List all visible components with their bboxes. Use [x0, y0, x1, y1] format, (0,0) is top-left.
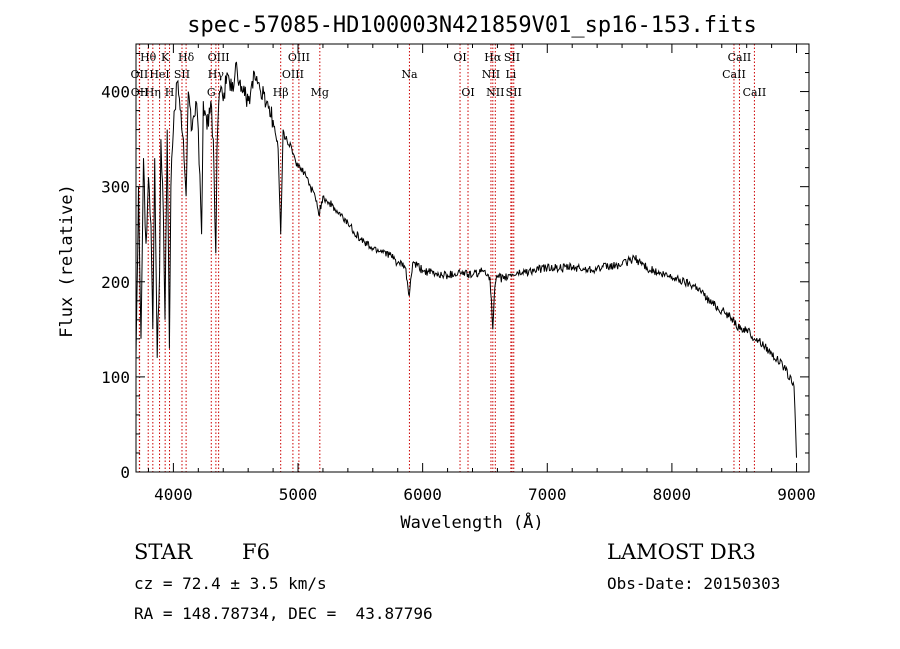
chart-title: spec-57085-HD100003N421859V01_sp16-153.f…: [187, 13, 757, 38]
line-label-25: CaII: [722, 68, 746, 81]
x-axis: 4000 5000 6000 7000 8000 9000: [147, 44, 816, 504]
plot-frame: [135, 43, 810, 473]
spectrum-series: [135, 61, 797, 458]
x-tick-label: 9000: [777, 485, 816, 504]
line-label-0: Hθ: [140, 51, 157, 64]
y-tick-label: 400: [101, 83, 130, 102]
y-tick-label: 100: [101, 368, 130, 387]
y-axis-label: Flux (relative): [57, 184, 77, 338]
x-tick-label: 6000: [403, 485, 442, 504]
line-label-10: Hγ: [208, 68, 225, 81]
line-label-20: Hα: [484, 51, 502, 64]
y-tick-label: 0: [120, 463, 130, 482]
y-axis: 0 100 200 300 400: [101, 53, 809, 482]
line-label-26: CaII: [728, 51, 752, 64]
line-label-23: SII: [504, 51, 520, 64]
line-label-7: SII: [174, 68, 190, 81]
object-type: STAR: [134, 540, 193, 564]
spectral-line-labels: HθOIIOIIHηHeIKHSIIHδGHγOIIIHβOIIIOIIIMgN…: [131, 51, 767, 99]
line-label-13: OIII: [282, 68, 304, 81]
spectral-line-markers: [138, 44, 755, 472]
spectral-class: F6: [242, 540, 270, 564]
line-label-14: OIII: [288, 51, 310, 64]
coordinates: RA = 148.78734, DEC = 43.87796: [134, 604, 433, 623]
line-label-5: K: [161, 51, 170, 64]
y-tick-label: 300: [101, 178, 130, 197]
line-label-16: Na: [401, 68, 418, 81]
line-label-2: OII: [131, 86, 149, 99]
x-tick-label: 4000: [154, 485, 193, 504]
line-label-24: SII: [506, 86, 522, 99]
line-label-21: NII: [486, 86, 504, 99]
line-label-6: H: [165, 86, 175, 99]
line-label-22: Li: [505, 68, 516, 81]
line-label-12: Hβ: [273, 86, 289, 99]
line-label-27: CaII: [743, 86, 767, 99]
line-label-17: OI: [453, 51, 466, 64]
observation-date: Obs-Date: 20150303: [607, 574, 781, 593]
line-label-15: Mg: [311, 86, 329, 99]
line-label-1: OII: [131, 68, 149, 81]
line-label-8: Hδ: [178, 51, 195, 64]
redshift-cz: cz = 72.4 ± 3.5 km/s: [134, 574, 327, 593]
line-label-9: G: [207, 86, 216, 99]
x-tick-label: 5000: [279, 485, 318, 504]
line-label-11: OIII: [208, 51, 230, 64]
line-label-4: HeI: [149, 68, 169, 81]
line-label-18: OI: [461, 86, 474, 99]
y-tick-label: 200: [101, 273, 130, 292]
survey-name: LAMOST DR3: [607, 540, 756, 564]
x-tick-label: 8000: [653, 485, 692, 504]
spectrum-chart: spec-57085-HD100003N421859V01_sp16-153.f…: [57, 13, 816, 533]
line-label-3: Hη: [145, 86, 161, 99]
x-tick-label: 7000: [528, 485, 567, 504]
line-label-19: NII: [482, 68, 500, 81]
x-axis-label: Wavelength (Å): [400, 511, 543, 533]
